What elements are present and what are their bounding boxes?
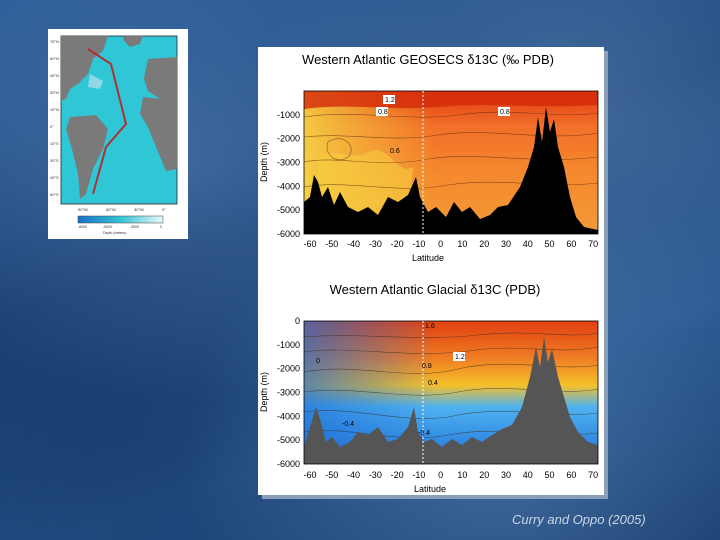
map-lon-label: 0° <box>162 207 166 212</box>
y-tick-label: -6000 <box>277 459 300 469</box>
top-chart-title: Western Atlantic GEOSECS δ13C (‰ PDB) <box>302 52 554 67</box>
x-tick-label: -50 <box>325 470 338 480</box>
colorbar-tick: -5000 <box>103 225 112 229</box>
shallow-shelf <box>88 74 103 89</box>
map-lat-label: 0° <box>50 124 54 129</box>
x-tick-label: 0 <box>438 239 443 249</box>
x-tick-label: -50 <box>325 239 338 249</box>
bottom-x-axis-label: Latitude <box>414 484 446 494</box>
map-lat-label: 45°S <box>50 175 59 180</box>
top-seafloor-bathymetry <box>304 107 598 234</box>
colorbar-label: Depth (meters) <box>103 231 126 235</box>
y-tick-label: -4000 <box>277 411 300 421</box>
chart-panel: Western Atlantic GEOSECS δ13C (‰ PDB) 1.… <box>258 47 604 495</box>
south-america <box>66 115 108 199</box>
x-tick-label: -30 <box>369 239 382 249</box>
y-tick-label: 0 <box>295 316 300 326</box>
bottom-contour-label: -0.4 <box>342 421 354 428</box>
africa <box>140 97 177 171</box>
contour-label-box <box>453 352 465 361</box>
x-tick-label: 0 <box>438 470 443 480</box>
y-tick-label: -3000 <box>277 388 300 398</box>
bottom-contour-label: 0.8 <box>422 363 432 370</box>
y-tick-label: -2000 <box>277 364 300 374</box>
x-tick-label: 60 <box>566 239 576 249</box>
x-tick-label: 40 <box>523 470 533 480</box>
bottom-y-axis-label: Depth (m) <box>259 372 269 412</box>
x-tick-label: -30 <box>369 470 382 480</box>
geosecs-transect-line <box>87 48 128 195</box>
y-tick-label: -5000 <box>277 435 300 445</box>
x-tick-label: -60 <box>303 239 316 249</box>
contour-label-box <box>383 95 395 104</box>
x-tick-label: 20 <box>479 470 489 480</box>
y-tick-label: -1000 <box>277 340 300 350</box>
map-lat-label: 30°N <box>50 90 59 95</box>
atlantic-map: 75°N 60°N 45°N 30°N 15°N 0° 15°S 30°S 45… <box>48 29 188 239</box>
y-tick-label: -3000 <box>277 158 300 168</box>
colorbar-tick: -8000 <box>78 225 87 229</box>
colorbar-tick: 0 <box>160 225 162 229</box>
x-tick-label: 60 <box>566 470 576 480</box>
x-tick-label: 20 <box>479 239 489 249</box>
x-tick-label: 30 <box>501 239 511 249</box>
map-lon-label: 90°W <box>78 207 88 212</box>
x-tick-label: -40 <box>347 470 360 480</box>
top-high-surface <box>304 91 598 109</box>
x-tick-label: 70 <box>588 470 598 480</box>
map-lat-label: 75°N <box>50 39 59 44</box>
x-tick-label: -20 <box>391 239 404 249</box>
top-contour-label: 0.6 <box>390 148 400 155</box>
x-tick-label: 50 <box>545 470 555 480</box>
citation-caption: Curry and Oppo (2005) <box>512 512 646 527</box>
map-lat-label: 60°S <box>50 192 59 197</box>
bottom-contour-label: 0.4 <box>428 380 438 387</box>
bottom-contour-label: 1.2 <box>455 354 465 361</box>
x-tick-label: 70 <box>588 239 598 249</box>
top-contour-label: 1.2 <box>385 97 395 104</box>
y-tick-label: -4000 <box>277 181 300 191</box>
bottom-chart-title: Western Atlantic Glacial δ13C (PDB) <box>330 282 541 297</box>
europe-africa-north <box>144 57 177 101</box>
x-tick-label: -40 <box>347 239 360 249</box>
top-y-axis-label: Depth (m) <box>259 142 269 182</box>
x-tick-label: 30 <box>501 470 511 480</box>
y-tick-label: -6000 <box>277 229 300 239</box>
x-tick-label: -10 <box>412 239 425 249</box>
map-lat-label: 45°N <box>50 73 59 78</box>
x-tick-label: -60 <box>303 470 316 480</box>
x-tick-label: 10 <box>457 470 467 480</box>
map-lon-label: 60°W <box>106 207 116 212</box>
x-tick-label: 40 <box>523 239 533 249</box>
bottom-seafloor-bathymetry <box>304 337 598 464</box>
x-tick-label: -20 <box>391 470 404 480</box>
bottom-contour-label: 1.6 <box>425 323 435 330</box>
top-contour-label: 0.4 <box>342 213 352 220</box>
y-tick-label: -5000 <box>277 205 300 215</box>
colorbar-tick: -3000 <box>130 225 139 229</box>
top-contour-label: 0.8 <box>378 109 388 116</box>
y-tick-label: -1000 <box>277 110 300 120</box>
map-lat-label: 30°S <box>50 158 59 163</box>
greenland <box>123 36 143 47</box>
top-contour-label: 0.8 <box>500 109 510 116</box>
contour-label-box <box>376 107 388 116</box>
x-tick-label: 50 <box>545 239 555 249</box>
depth-colorbar <box>77 215 164 224</box>
top-x-axis-label: Latitude <box>412 253 444 263</box>
map-lon-label: 30°W <box>134 207 144 212</box>
x-tick-label: -10 <box>412 470 425 480</box>
y-tick-label: -2000 <box>277 134 300 144</box>
north-america <box>61 36 108 101</box>
contour-label-box <box>498 107 510 116</box>
map-lat-label: 60°N <box>50 56 59 61</box>
bottom-contour-label: 0 <box>316 358 320 365</box>
top-plot-frame <box>303 90 599 235</box>
map-lat-label: 15°S <box>50 141 59 146</box>
bottom-contour-label: -0.4 <box>418 430 430 437</box>
bottom-plot-frame <box>303 320 599 465</box>
x-tick-label: 10 <box>457 239 467 249</box>
map-lat-label: 15°N <box>50 107 59 112</box>
